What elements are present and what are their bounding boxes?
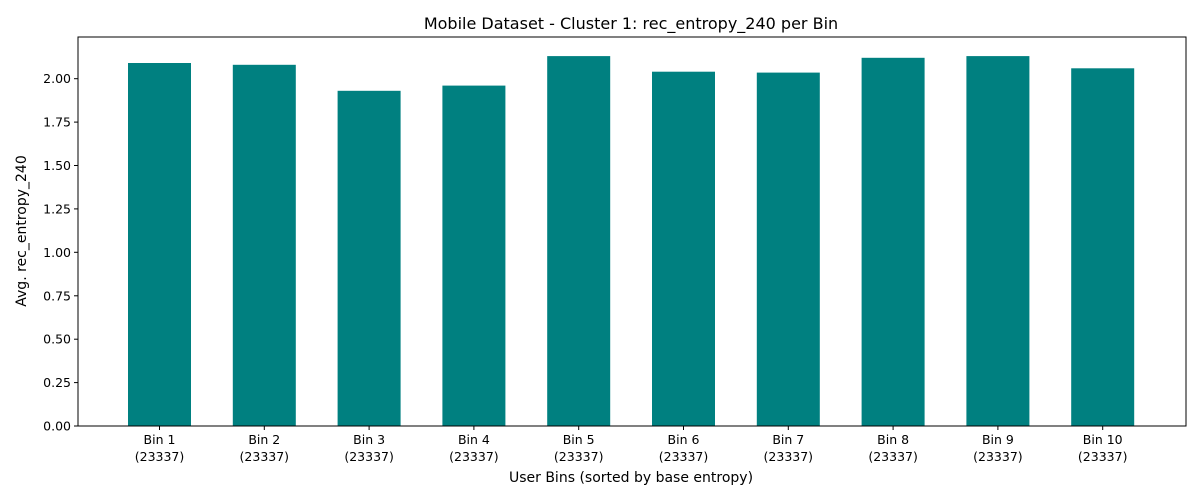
y-tick-label-0: 0.00 bbox=[43, 419, 71, 434]
bar-7 bbox=[756, 72, 820, 426]
y-axis-label: Avg. rec_entropy_240 bbox=[14, 155, 30, 306]
bar-5 bbox=[547, 56, 611, 426]
x-tick-count-8: (23337) bbox=[868, 449, 918, 464]
y-tick-label-6: 1.50 bbox=[43, 158, 71, 173]
y-axis: 0.00 0.25 0.50 0.75 1.00 1.25 1.50 1.75 2.00 bbox=[43, 71, 78, 434]
bar-8 bbox=[861, 57, 925, 427]
x-tick-label-1: Bin 1 bbox=[144, 432, 176, 447]
bar-9 bbox=[966, 56, 1030, 426]
x-tick-label-4: Bin 4 bbox=[458, 432, 490, 447]
bar-4 bbox=[442, 85, 506, 426]
x-tick-count-9: (23337) bbox=[973, 449, 1023, 464]
x-tick-count-4: (23337) bbox=[449, 449, 499, 464]
x-tick-label-5: Bin 5 bbox=[563, 432, 595, 447]
x-tick-count-10: (23337) bbox=[1078, 449, 1128, 464]
y-tick-label-4: 1.00 bbox=[43, 245, 71, 260]
y-tick-label-3: 0.75 bbox=[43, 288, 71, 303]
x-tick-count-2: (23337) bbox=[240, 449, 290, 464]
y-tick-label-8: 2.00 bbox=[43, 71, 71, 86]
bar-2 bbox=[232, 64, 296, 427]
y-tick-label-1: 0.25 bbox=[43, 375, 71, 390]
bar-10 bbox=[1071, 68, 1135, 427]
y-tick-label-2: 0.50 bbox=[43, 332, 71, 347]
bar-1 bbox=[128, 63, 191, 426]
x-axis-label: User Bins (sorted by base entropy) bbox=[509, 470, 753, 486]
x-tick-label-10: Bin 10 bbox=[1083, 432, 1123, 447]
x-tick-label-8: Bin 8 bbox=[877, 432, 909, 447]
bar-3 bbox=[337, 90, 401, 427]
x-tick-count-6: (23337) bbox=[659, 449, 709, 464]
x-tick-label-9: Bin 9 bbox=[982, 432, 1014, 447]
bars-group bbox=[128, 56, 1135, 427]
chart-title: Mobile Dataset - Cluster 1: rec_entropy_… bbox=[424, 14, 838, 34]
x-tick-count-5: (23337) bbox=[554, 449, 604, 464]
x-tick-label-7: Bin 7 bbox=[772, 432, 804, 447]
x-tick-label-6: Bin 6 bbox=[668, 432, 700, 447]
y-tick-label-7: 1.75 bbox=[43, 115, 71, 130]
x-tick-count-7: (23337) bbox=[764, 449, 814, 464]
x-tick-count-3: (23337) bbox=[344, 449, 394, 464]
bar-6 bbox=[652, 71, 715, 426]
x-axis: Bin 1 (23337) Bin 2 (23337) Bin 3 (23337) Bin … bbox=[135, 426, 1128, 464]
plot-frame bbox=[77, 36, 1187, 427]
x-tick-count-1: (23337) bbox=[135, 449, 185, 464]
y-tick-label-5: 1.25 bbox=[43, 201, 71, 216]
x-tick-label-3: Bin 3 bbox=[353, 432, 385, 447]
x-tick-label-2: Bin 2 bbox=[248, 432, 280, 447]
